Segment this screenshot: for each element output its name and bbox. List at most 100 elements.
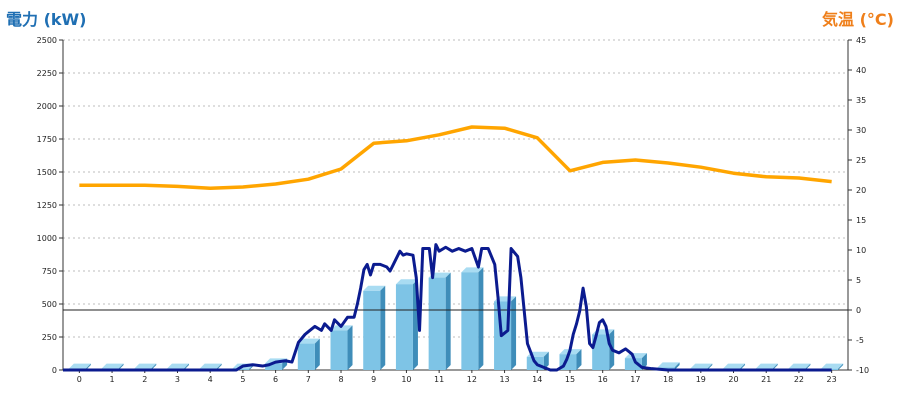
left-tick-label: 1500 [37,168,57,177]
power-line [63,243,832,372]
bar-top [134,363,157,369]
bar-side [151,363,157,370]
x-tick-label: 19 [696,375,706,384]
bar-side [838,363,844,370]
line-series [63,125,832,372]
left-tick-label: 2250 [37,69,57,78]
x-tick-label: 15 [565,375,575,384]
right-tick-label: 5 [856,276,861,285]
axes [62,40,849,371]
x-tick-label: 10 [401,375,411,384]
bar-front [624,358,642,370]
bar [297,338,320,370]
left-axis-ticks: 0 250 500 750 1000 1250 1500 1750 2000 2250 2500 [37,36,63,375]
left-tick-label: 1000 [37,234,57,243]
bar-front [297,343,315,370]
bar-top [330,325,353,331]
x-tick-label: 22 [794,375,804,384]
bar-side [674,362,680,370]
x-tick-label: 7 [306,375,311,384]
x-tick-label: 11 [434,375,444,384]
left-tick-label: 2000 [37,102,57,111]
bar-front [232,368,250,370]
bar-side [85,363,91,370]
bar-side [445,272,451,370]
x-tick-label: 12 [467,375,477,384]
x-tick-label: 13 [499,375,509,384]
bar-side [216,363,222,370]
right-tick-label: -10 [856,366,869,375]
bar-top [166,363,189,369]
x-tick-label: 17 [630,375,640,384]
left-tick-label: 500 [42,300,57,309]
right-tick-label: 35 [856,96,866,105]
bar-front [592,334,610,370]
x-tick-label: 9 [371,375,376,384]
right-axis-ticks: -10 -5 0 5 10 15 20 25 30 35 40 45 [848,36,869,375]
bar [395,279,418,370]
bar-series [68,267,844,370]
bar-front [395,284,413,370]
right-tick-label: 45 [856,36,866,45]
x-tick-label: 23 [827,375,837,384]
bar-top [199,363,222,369]
right-axis-title: 気温 (°C) [822,10,894,29]
bar-side [314,338,320,370]
x-tick-label: 2 [142,375,147,384]
bar-front [428,277,446,370]
x-tick-label: 1 [110,375,115,384]
bar-side [740,363,746,370]
bar-side [543,351,549,370]
bar-front [363,290,381,370]
right-tick-label: -5 [856,336,864,345]
temperature-line [79,125,832,190]
x-tick-label: 0 [77,375,82,384]
right-tick-label: 20 [856,186,866,195]
bar-top [68,363,91,369]
right-tick-label: 25 [856,156,866,165]
left-tick-label: 1250 [37,201,57,210]
bar [461,267,484,370]
bar-side [347,325,353,370]
left-tick-label: 750 [42,267,57,276]
bar-top [363,285,386,291]
x-tick-label: 16 [598,375,608,384]
bar-top [690,363,713,369]
right-tick-label: 15 [856,216,866,225]
x-tick-label: 4 [208,375,213,384]
x-tick-label: 20 [728,375,738,384]
right-tick-label: 30 [856,126,866,135]
left-tick-label: 0 [52,366,57,375]
x-tick-label: 6 [273,375,278,384]
right-tick-label: 40 [856,66,866,75]
right-tick-label: 10 [856,246,866,255]
bar-top [461,267,484,273]
bar-side [183,363,189,370]
left-tick-label: 1750 [37,135,57,144]
left-axis-title: 電力 (kW) [6,10,87,29]
bar-side [511,296,517,370]
bar-side [380,285,386,370]
bar-top [723,363,746,369]
x-tick-label: 5 [240,375,245,384]
bar-front [461,272,479,370]
bar-side [641,353,647,370]
bar-top [755,363,778,369]
x-tick-label: 3 [175,375,180,384]
left-tick-label: 2500 [37,36,57,45]
bar-top [101,363,124,369]
bar-top [657,362,680,368]
left-tick-label: 250 [42,333,57,342]
bar-side [805,363,811,370]
bar-side [772,363,778,370]
bar-top [297,338,320,344]
bar [330,325,353,370]
bar-side [576,349,582,370]
bar-front [265,363,283,370]
x-axis-ticks: 0 1 2 3 4 5 6 7 8 9 10 11 12 13 14 15 16 17 18 19 20 21 22 23 [77,370,837,384]
bar [363,285,386,370]
bar-side [478,267,484,370]
grid-lines [63,39,848,338]
bar [428,272,451,370]
